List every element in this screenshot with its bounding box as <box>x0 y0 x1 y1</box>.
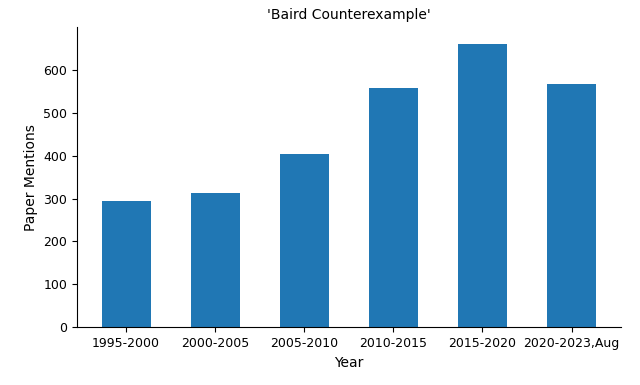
Bar <box>369 88 418 327</box>
Title: 'Baird Counterexample': 'Baird Counterexample' <box>267 8 431 22</box>
X-axis label: Year: Year <box>334 355 364 370</box>
Bar <box>547 84 596 327</box>
Y-axis label: Paper Mentions: Paper Mentions <box>24 124 38 231</box>
Bar <box>458 44 507 327</box>
Bar <box>102 201 150 327</box>
Bar <box>280 154 329 327</box>
Bar <box>191 193 239 327</box>
